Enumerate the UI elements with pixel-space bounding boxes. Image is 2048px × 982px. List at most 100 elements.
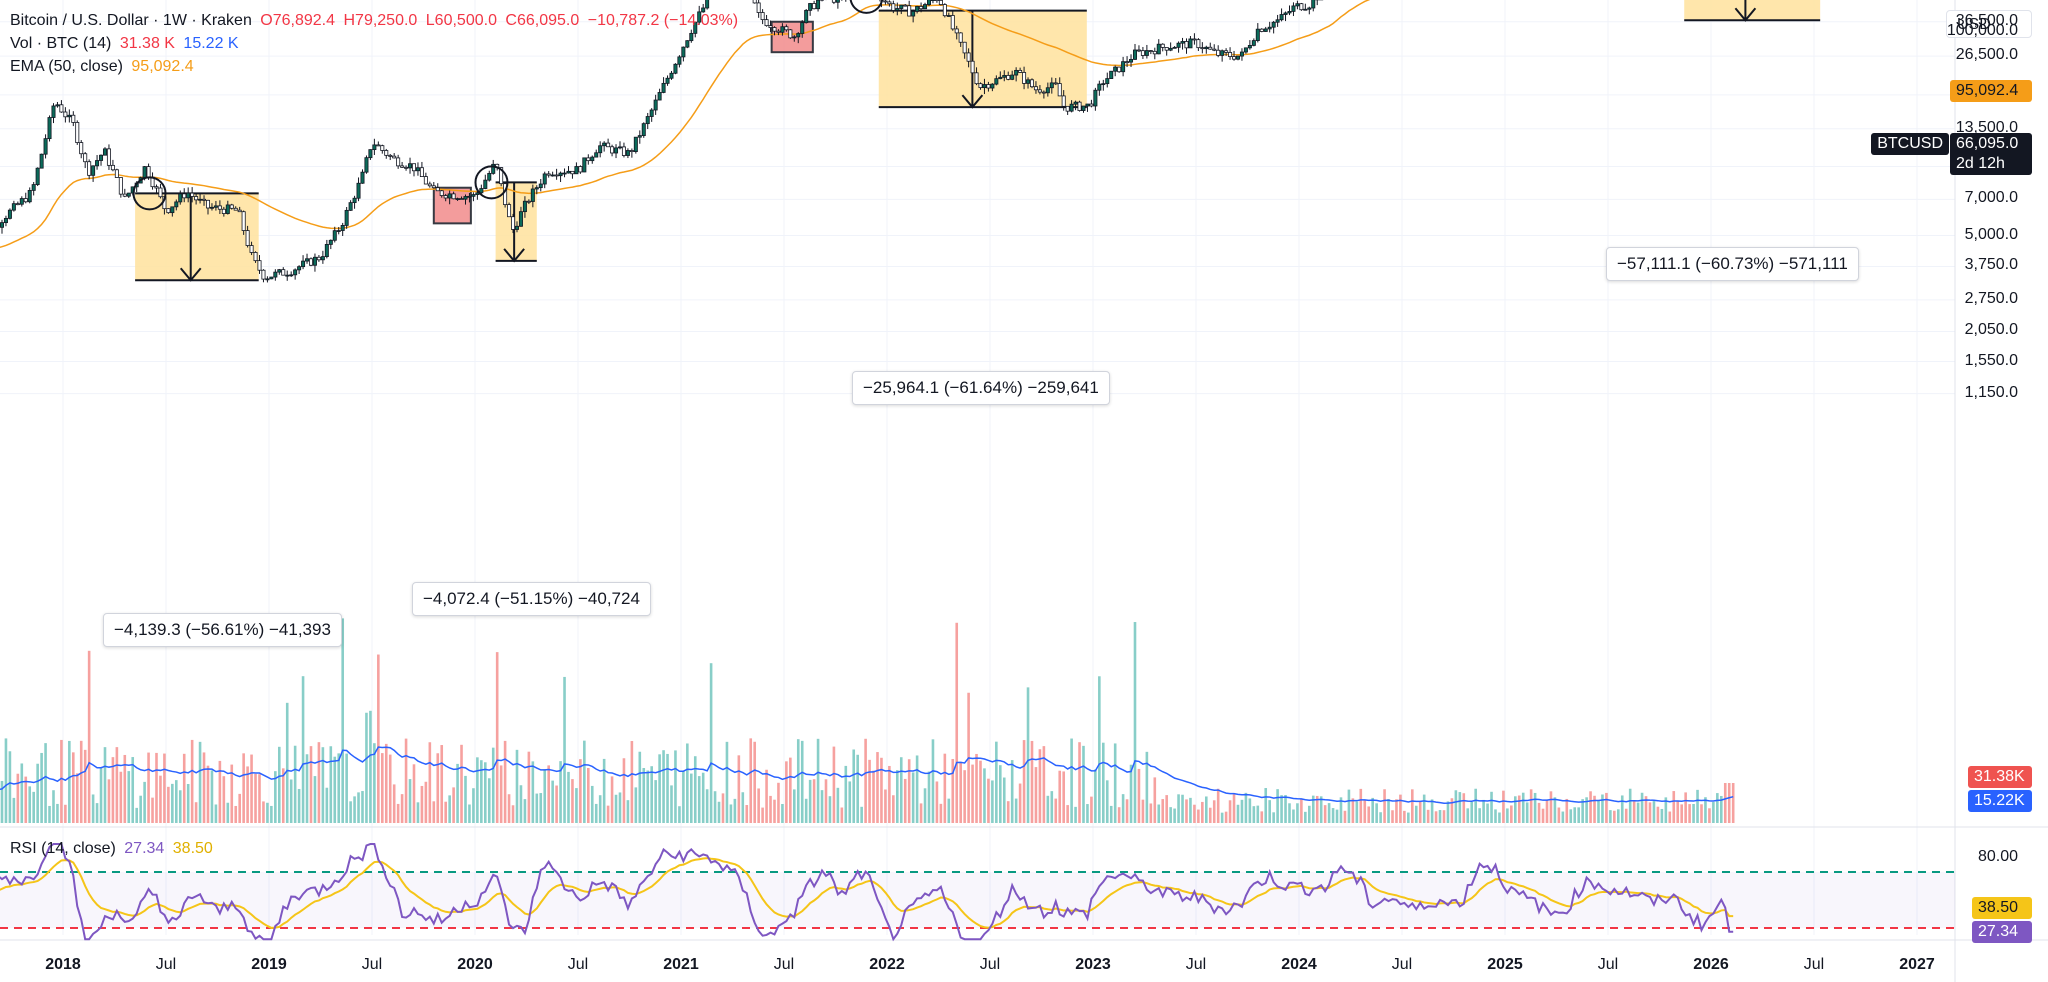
volume-bar [1042, 746, 1046, 823]
symbol-title[interactable]: Bitcoin / U.S. Dollar · 1W · Kraken [10, 12, 252, 29]
ema-label[interactable]: EMA (50, close) [10, 58, 123, 75]
volume-bar [1153, 777, 1157, 823]
candle-body [1188, 38, 1193, 49]
candle-body [986, 84, 991, 89]
volume-bar [404, 738, 408, 823]
volume-bar [317, 742, 321, 823]
candle-body [641, 123, 646, 137]
candle-body [558, 172, 563, 177]
volume-bar [654, 780, 657, 823]
volume-bar [337, 753, 341, 823]
volume-bar [963, 770, 966, 823]
candle-body [1172, 46, 1177, 49]
volume-bar [1375, 803, 1378, 823]
volume-label[interactable]: Vol · BTC (14) [10, 35, 112, 52]
volume-bar [476, 757, 479, 823]
volume-bar [111, 757, 115, 823]
volume-bar [539, 793, 543, 823]
candle-body [812, 3, 817, 10]
volume-bar [369, 710, 372, 823]
volume-bar [135, 807, 138, 823]
volume-bar [1173, 808, 1176, 823]
price-tick-label: 36,500.0 [1955, 11, 2018, 29]
candle-body [546, 173, 551, 176]
volume-bar [903, 778, 907, 823]
candle-body [511, 216, 516, 230]
cross-marker-circle [474, 165, 509, 200]
candle-body [550, 174, 555, 177]
candle-body [1184, 41, 1189, 49]
candle-body [308, 258, 313, 266]
volume-bar [709, 663, 713, 823]
volume-bar [808, 779, 812, 823]
volume-bar [28, 786, 32, 823]
volume-bar [1367, 806, 1371, 823]
candle-body [142, 166, 147, 179]
candle-body [114, 169, 119, 178]
candle-body [570, 170, 575, 175]
candle-body [67, 114, 72, 118]
volume-bar [64, 804, 67, 823]
volume-bar [769, 795, 772, 823]
rsi-ma-value: 38.50 [172, 840, 213, 857]
currency-button[interactable]: USD [1946, 10, 2032, 38]
volume-bar [16, 773, 20, 823]
candle-body [447, 193, 452, 199]
symbol-badge: BTCUSD [1871, 133, 1949, 155]
volume-bar [1478, 808, 1481, 823]
drawdown-label-2: −4,072.4 (−51.15%) −40,724 [412, 582, 651, 616]
volume-bar [20, 763, 24, 823]
candle-body [316, 256, 321, 261]
candle-body [705, 0, 710, 9]
time-tick-label: Jul [1391, 956, 1413, 973]
volume-bar [1656, 806, 1660, 823]
candle-body [1307, 7, 1312, 10]
candle-body [154, 186, 159, 189]
volume-bar [1589, 791, 1592, 823]
rsi-label[interactable]: RSI (14, close) [10, 840, 116, 857]
volume-bar [594, 803, 598, 823]
volume-bar [1545, 799, 1549, 823]
volume-bar [182, 753, 186, 823]
candle-body [15, 203, 20, 206]
volume-bar [436, 753, 440, 823]
drawdown-box [135, 193, 259, 281]
volume-bar [250, 754, 253, 823]
candle-body [1192, 38, 1197, 41]
candle-body [598, 145, 603, 154]
volume-bar [1248, 798, 1252, 823]
candle-body [23, 198, 28, 203]
drawdown-label-1: −4,139.3 (−56.61%) −41,393 [103, 613, 342, 647]
volume-bar [1541, 808, 1545, 823]
candle-body [534, 187, 539, 190]
volume-bar [693, 756, 697, 823]
volume-bar [159, 775, 162, 823]
candle-body [47, 117, 52, 140]
candle-body [681, 46, 686, 58]
volume-bar [662, 750, 665, 823]
volume-bar [1569, 809, 1573, 823]
candle-body [835, 0, 840, 3]
volume-bar [281, 768, 285, 823]
volume-bar [888, 765, 891, 823]
volume-bar [983, 768, 986, 823]
volume-bar [1252, 806, 1256, 823]
candle-body [1026, 79, 1031, 84]
volume-bar [412, 764, 416, 823]
volume-bar [163, 753, 166, 823]
volume-bar [614, 794, 618, 823]
candle-body [467, 195, 472, 198]
time-tick-label: Jul [155, 956, 177, 973]
candle-body [1045, 87, 1050, 94]
volume-bar [737, 755, 741, 823]
candle-body [1271, 21, 1276, 28]
volume-bar [606, 805, 610, 823]
volume-bar [349, 801, 352, 823]
candle-body [388, 154, 393, 157]
volume-bar [1720, 795, 1723, 823]
candle-body [400, 165, 405, 168]
volume-bar [1411, 789, 1414, 823]
time-tick-label: 2022 [869, 956, 905, 973]
candle-body [649, 109, 654, 117]
